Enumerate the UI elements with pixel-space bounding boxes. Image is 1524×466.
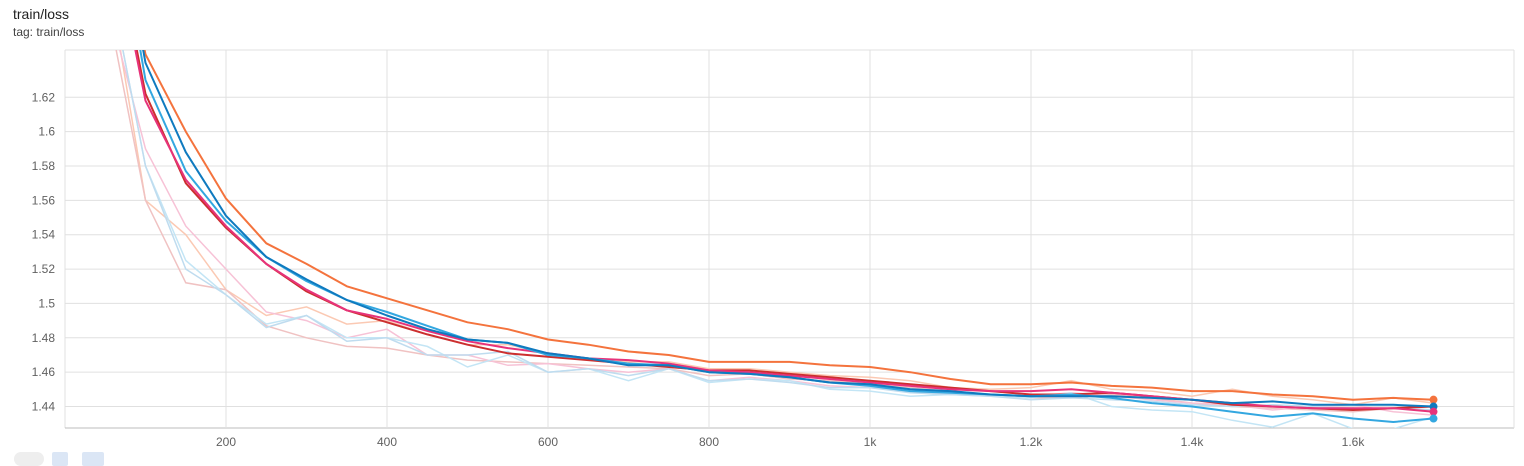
x-tick-label: 1.2k <box>1020 435 1044 449</box>
download-button[interactable] <box>82 452 104 466</box>
smoothed-series-layer <box>105 0 1434 423</box>
axis-ticks: 1.44 1.46 1.48 1.5 1.52 1.54 1.56 1.58 1.6 1.62 20… <box>32 90 1366 449</box>
series-end-marker[interactable] <box>1429 407 1438 416</box>
x-tick-label: 600 <box>538 435 558 449</box>
smoothed-series-line-1[interactable] <box>105 0 1434 411</box>
y-tick-label: 1.58 <box>32 159 56 173</box>
y-tick-label: 1.52 <box>32 262 56 276</box>
raw-series-line-4 <box>122 50 1434 411</box>
toggle-log-scale-button[interactable] <box>52 452 68 466</box>
y-tick-label: 1.56 <box>32 193 56 207</box>
x-tick-label: 400 <box>377 435 397 449</box>
end-markers <box>1429 395 1438 423</box>
raw-series-layer <box>115 50 1434 428</box>
x-tick-label: 800 <box>699 435 719 449</box>
smoothed-series-line-0[interactable] <box>105 0 1434 401</box>
y-tick-label: 1.6 <box>38 125 55 139</box>
y-tick-label: 1.54 <box>32 228 56 242</box>
x-tick-label: 200 <box>216 435 236 449</box>
x-tick-label: 1.4k <box>1181 435 1205 449</box>
y-tick-label: 1.62 <box>32 90 56 104</box>
chart-title: train/loss <box>13 6 70 22</box>
raw-series-line-1 <box>115 50 1434 413</box>
grid-lines <box>64 49 1515 429</box>
smoothed-series-line-3[interactable] <box>105 0 1434 423</box>
y-tick-label: 1.44 <box>32 400 56 414</box>
y-tick-label: 1.5 <box>38 296 55 310</box>
raw-series-line-3 <box>122 50 1434 428</box>
y-tick-label: 1.48 <box>32 331 56 345</box>
raw-series-line-2 <box>119 50 1434 416</box>
raw-series-line-0 <box>119 50 1434 406</box>
series-end-marker[interactable] <box>1429 414 1438 423</box>
smoothed-series-line-4[interactable] <box>105 0 1434 408</box>
fit-domain-button[interactable] <box>14 452 44 466</box>
series-end-marker[interactable] <box>1429 395 1438 404</box>
x-tick-label: 1k <box>864 435 878 449</box>
y-tick-label: 1.46 <box>32 365 56 379</box>
smoothed-series-line-2[interactable] <box>105 0 1434 413</box>
x-tick-label: 1.6k <box>1342 435 1366 449</box>
chart-subtitle: tag: train/loss <box>13 25 85 39</box>
